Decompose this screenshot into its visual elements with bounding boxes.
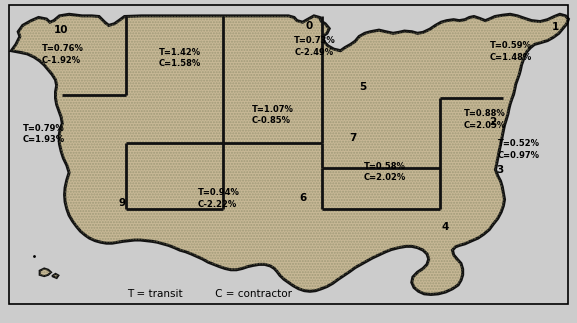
Text: T=0.58%
C=2.02%: T=0.58% C=2.02% — [364, 162, 406, 182]
Text: T=0.79%
C=1.93%: T=0.79% C=1.93% — [23, 123, 65, 144]
Text: T=0.88%
C=2.05%: T=0.88% C=2.05% — [464, 109, 506, 130]
Polygon shape — [12, 14, 568, 295]
Text: 5: 5 — [359, 82, 366, 92]
Text: T=0.73%
C-2.49%: T=0.73% C-2.49% — [294, 36, 336, 57]
Text: 2: 2 — [489, 117, 496, 127]
Text: T=1.42%
C=1.58%: T=1.42% C=1.58% — [159, 47, 201, 68]
Text: T=0.94%
C-2.22%: T=0.94% C-2.22% — [198, 188, 240, 209]
Polygon shape — [52, 274, 58, 278]
Text: 0: 0 — [305, 21, 313, 31]
Text: 6: 6 — [299, 193, 306, 203]
Text: 9: 9 — [119, 198, 126, 208]
Text: 1: 1 — [552, 22, 559, 32]
Text: 4: 4 — [441, 222, 448, 232]
Polygon shape — [40, 268, 51, 276]
Text: T=1.07%
C-0.85%: T=1.07% C-0.85% — [252, 105, 294, 125]
Text: 3: 3 — [497, 165, 504, 175]
Text: 10: 10 — [54, 26, 68, 36]
Text: T=0.59%
C=1.48%: T=0.59% C=1.48% — [490, 41, 532, 62]
Text: T=0.52%
C=0.97%: T=0.52% C=0.97% — [498, 139, 539, 160]
Text: T=0.76%
C-1.92%: T=0.76% C-1.92% — [42, 44, 83, 65]
Text: T = transit          C = contractor: T = transit C = contractor — [128, 289, 293, 299]
Text: 7: 7 — [350, 133, 357, 143]
